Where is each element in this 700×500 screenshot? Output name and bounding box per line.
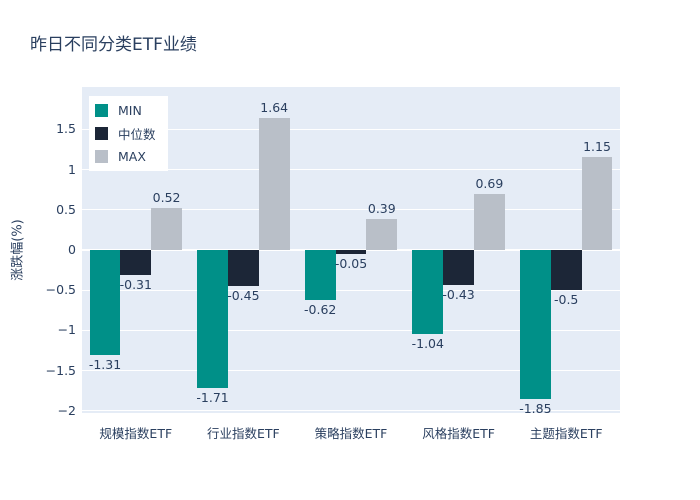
bar-value-label: -0.5: [553, 292, 579, 308]
chart-title: 昨日不同分类ETF业绩: [30, 35, 197, 55]
gridline: [82, 329, 620, 331]
bar-中位数-规模指数ETF[interactable]: [120, 250, 152, 275]
bar-value-label: 1.64: [260, 99, 289, 115]
gridline: [82, 209, 620, 211]
x-tick-label-主题指数ETF: 主题指数ETF: [529, 426, 603, 441]
bar-value-label: -0.62: [304, 301, 337, 317]
legend-label: MIN: [118, 103, 142, 118]
plot-area: [82, 87, 620, 413]
bar-MIN-行业指数ETF[interactable]: [197, 250, 228, 388]
legend: MIN 中位数 MAX: [89, 96, 168, 171]
bar-中位数-风格指数ETF[interactable]: [443, 250, 474, 285]
gridline: [82, 169, 620, 170]
x-tick-label-行业指数ETF: 行业指数ETF: [207, 426, 280, 441]
bar-value-label: 0.39: [367, 200, 396, 216]
y-tick-label: 0.5: [56, 201, 76, 217]
bar-MAX-行业指数ETF[interactable]: [258, 117, 290, 250]
y-tick-label: −0.5: [45, 282, 76, 298]
bar-MAX-主题指数ETF[interactable]: [581, 157, 613, 250]
gridline: [82, 410, 620, 412]
bar-value-label: -1.71: [196, 389, 229, 405]
x-tick-label-策略指数ETF: 策略指数ETF: [314, 426, 388, 441]
legend-swatch-icon: [95, 127, 108, 140]
bar-中位数-策略指数ETF[interactable]: [335, 250, 367, 255]
y-tick-label: −1.5: [45, 362, 76, 378]
legend-item-MIN[interactable]: MIN: [95, 103, 156, 118]
legend-item-中位数[interactable]: 中位数: [95, 124, 156, 143]
x-tick-label-风格指数ETF: 风格指数ETF: [422, 426, 495, 441]
bar-value-label: -1.31: [88, 357, 122, 373]
bar-value-label: -1.04: [411, 335, 444, 351]
bar-中位数-行业指数ETF[interactable]: [228, 250, 259, 287]
bar-value-label: 0.69: [475, 176, 504, 192]
gridline: [82, 370, 620, 372]
y-tick-label: 1: [68, 161, 76, 177]
gridline: [82, 289, 620, 291]
bar-value-label: -0.31: [119, 276, 152, 292]
gridline: [82, 128, 620, 130]
y-tick-label: 0: [68, 242, 76, 257]
bar-MIN-规模指数ETF[interactable]: [89, 250, 121, 356]
legend-swatch-icon: [95, 150, 108, 163]
legend-swatch-icon: [95, 104, 108, 117]
bar-value-label: 1.15: [583, 139, 611, 155]
bar-MIN-策略指数ETF[interactable]: [304, 250, 336, 300]
bar-value-label: -0.05: [334, 256, 368, 272]
bar-MIN-主题指数ETF[interactable]: [520, 250, 551, 399]
bar-MAX-规模指数ETF[interactable]: [151, 208, 182, 250]
bar-MAX-风格指数ETF[interactable]: [474, 194, 505, 250]
bar-value-label: -0.45: [227, 288, 260, 304]
bar-value-label: -0.43: [442, 286, 475, 302]
legend-item-MAX[interactable]: MAX: [95, 149, 156, 164]
bar-MIN-风格指数ETF[interactable]: [412, 250, 444, 334]
y-tick-label: −2: [57, 402, 76, 418]
legend-label: MAX: [118, 149, 146, 164]
bar-中位数-主题指数ETF[interactable]: [550, 250, 582, 291]
x-tick-label-规模指数ETF: 规模指数ETF: [99, 426, 173, 441]
bar-MAX-策略指数ETF[interactable]: [366, 218, 398, 250]
legend-label: 中位数: [118, 127, 156, 142]
bar-value-label: 0.52: [152, 190, 181, 206]
y-tick-label: 1.5: [56, 121, 76, 137]
y-tick-label: −1: [57, 322, 76, 338]
bar-value-label: -1.85: [519, 400, 552, 416]
